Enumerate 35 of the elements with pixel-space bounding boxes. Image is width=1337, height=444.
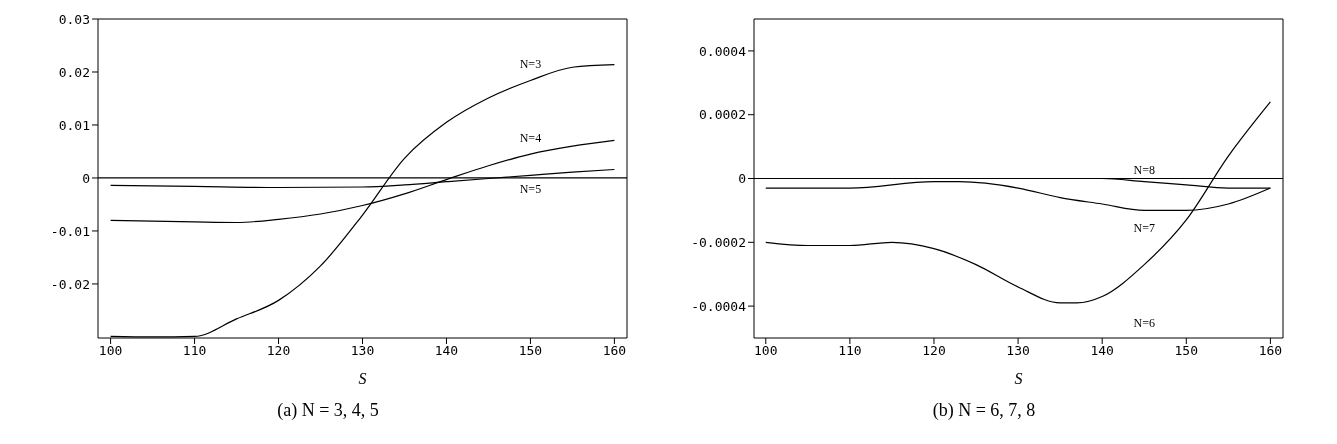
x-tick-label: 160 xyxy=(602,343,627,359)
x-tick-label: 100 xyxy=(98,343,123,359)
y-tick-label: -0.0004 xyxy=(691,298,747,314)
text: (a) N = 3, 4, 5 xyxy=(277,400,379,421)
y-tick-label: -0.01 xyxy=(50,223,90,239)
y-tick-label: 0.01 xyxy=(58,117,90,133)
x-tick-label: 150 xyxy=(1174,343,1199,359)
series-label: N=3 xyxy=(519,57,542,72)
text: (b) N = 6, 7, 8 xyxy=(932,400,1036,421)
y-tick-label: 0.03 xyxy=(58,11,90,27)
x-axis-title: S xyxy=(358,370,367,387)
x-tick-label: 110 xyxy=(838,343,862,359)
text: N=6 xyxy=(1133,315,1155,330)
y-tick-label: -0.02 xyxy=(50,276,90,292)
x-tick-label: 130 xyxy=(1006,343,1030,359)
x-tick-label: 150 xyxy=(518,343,543,359)
series-label: N=7 xyxy=(1133,221,1155,236)
y-tick-label: 0.0002 xyxy=(699,107,746,123)
x-tick-label: 120 xyxy=(266,343,291,359)
x-tick-label: 130 xyxy=(350,343,375,359)
series-label: N=4 xyxy=(519,131,542,146)
y-tick-label: 0 xyxy=(82,170,90,186)
y-tick-label: 0.02 xyxy=(58,64,90,80)
x-tick-label: 100 xyxy=(754,343,778,359)
y-tick-label: -0.0002 xyxy=(691,234,746,250)
y-tick-label: 0.0004 xyxy=(699,43,747,59)
y-tick-label: 0 xyxy=(738,171,746,187)
x-tick-label: 110 xyxy=(182,343,207,359)
x-tick-label: 120 xyxy=(922,343,946,359)
series-label: N=8 xyxy=(1133,162,1155,177)
x-tick-label: 140 xyxy=(1090,343,1114,359)
x-tick-label: 160 xyxy=(1258,343,1283,359)
series-label: N=5 xyxy=(519,182,542,197)
x-tick-label: 140 xyxy=(434,343,459,359)
x-axis-title: S xyxy=(1014,370,1023,387)
